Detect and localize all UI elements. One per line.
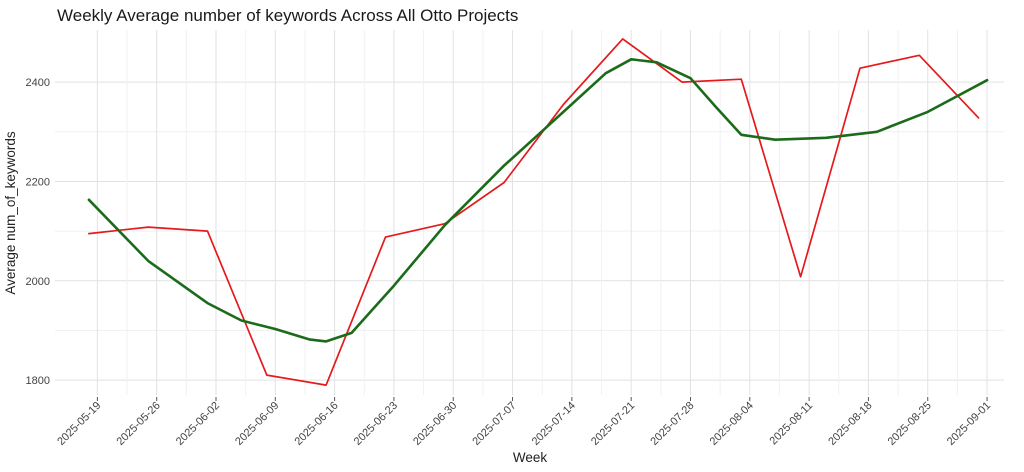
- y-tick-label: 1800: [26, 375, 50, 387]
- x-tick-label: 2025-09-01: [945, 400, 993, 448]
- x-tick-label: 2025-07-21: [589, 400, 637, 448]
- x-tick-label: 2025-06-30: [411, 400, 459, 448]
- y-tick-label: 2000: [26, 276, 50, 288]
- x-tick-label: 2025-08-18: [826, 400, 874, 448]
- x-tick-label: 2025-06-16: [292, 400, 340, 448]
- x-tick-label: 2025-05-19: [55, 400, 103, 448]
- x-tick-label: 2025-07-28: [648, 400, 696, 448]
- x-tick-label: 2025-08-11: [768, 400, 816, 448]
- x-tick-label: 2025-07-14: [530, 400, 578, 448]
- y-axis-title: Average num_of_keywords: [3, 131, 18, 295]
- x-tick-label: 2025-07-07: [470, 400, 518, 448]
- x-tick-label: 2025-08-25: [886, 400, 934, 448]
- x-tick-label: 2025-06-09: [233, 400, 281, 448]
- smoothed-trend-line: [87, 57, 989, 343]
- x-tick-label: 2025-06-23: [352, 400, 400, 448]
- x-tick-label: 2025-06-02: [174, 400, 222, 448]
- weekly-average-line: [88, 38, 980, 386]
- x-tick-label: 2025-08-04: [708, 400, 756, 448]
- chart-title: Weekly Average number of keywords Across…: [57, 6, 519, 25]
- x-axis-title: Week: [513, 450, 548, 465]
- y-tick-label: 2200: [26, 176, 50, 188]
- y-tick-label: 2400: [26, 77, 50, 89]
- x-tick-label: 2025-05-26: [115, 400, 163, 448]
